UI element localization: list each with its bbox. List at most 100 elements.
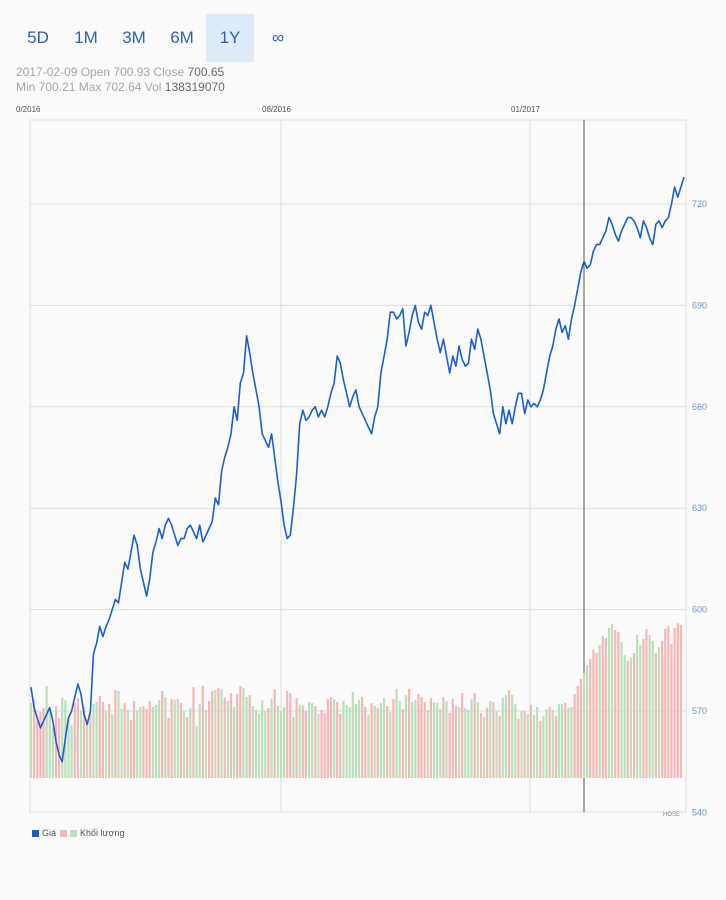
volume-bar bbox=[232, 707, 236, 778]
volume-bar bbox=[33, 700, 36, 778]
volume-bar bbox=[257, 714, 261, 778]
volume-bar bbox=[342, 701, 345, 778]
volume-bar bbox=[76, 698, 79, 778]
volume-bar bbox=[223, 698, 226, 778]
volume-bar bbox=[539, 721, 542, 778]
volume-bar bbox=[326, 699, 329, 778]
volume-bar bbox=[323, 713, 326, 778]
volume-bar bbox=[392, 699, 395, 778]
volume-bar bbox=[236, 694, 239, 778]
legend-volume-label: Khối lượng bbox=[80, 828, 125, 838]
volume-bar bbox=[648, 635, 651, 778]
volume-bar bbox=[529, 705, 532, 778]
volume-bar bbox=[148, 701, 151, 778]
volume-bar bbox=[492, 702, 495, 778]
volume-bar bbox=[673, 628, 676, 778]
volume-bar bbox=[395, 689, 398, 778]
volume-bar bbox=[611, 624, 614, 778]
volume-bar bbox=[320, 710, 323, 778]
volume-bar bbox=[164, 697, 167, 778]
volume-bar bbox=[551, 710, 554, 778]
y-tick-label: 720 bbox=[692, 199, 707, 209]
volume-bar bbox=[629, 658, 632, 778]
volume-bar bbox=[292, 717, 295, 778]
volume-bar bbox=[104, 711, 108, 778]
volume-bar bbox=[398, 701, 401, 778]
volume-bar bbox=[651, 641, 654, 778]
range-5d-button[interactable]: 5D bbox=[27, 28, 49, 47]
volume-bar bbox=[511, 695, 514, 778]
volume-bar bbox=[123, 703, 126, 778]
volume-bar bbox=[548, 707, 551, 778]
volume-bar bbox=[239, 686, 242, 778]
volume-bar bbox=[161, 691, 164, 778]
volume-bar bbox=[101, 702, 104, 778]
volume-bar bbox=[173, 700, 176, 778]
volume-bar bbox=[557, 704, 561, 778]
volume-bar bbox=[201, 686, 204, 778]
volume-bar bbox=[542, 716, 545, 778]
volume-bar bbox=[486, 708, 489, 778]
volume-bar bbox=[83, 707, 86, 778]
volume-bar bbox=[545, 709, 548, 778]
volume-bar bbox=[207, 701, 211, 778]
volume-bar bbox=[507, 690, 511, 778]
volume-bar bbox=[229, 693, 233, 778]
volume-bar bbox=[439, 709, 442, 778]
volume-bar bbox=[39, 712, 42, 778]
volume-bar bbox=[311, 703, 314, 778]
volume-bar bbox=[348, 707, 351, 778]
volume-bar bbox=[95, 702, 98, 778]
volume-bar bbox=[167, 718, 170, 778]
volume-bar bbox=[214, 690, 217, 778]
volume-bar bbox=[204, 710, 208, 778]
legend-price-swatch bbox=[32, 829, 39, 837]
volume-bar bbox=[386, 706, 389, 778]
volume-bar bbox=[192, 687, 195, 778]
price-volume-chart[interactable]: 540 570 600 630 660 690 720 0/2016 08/2016 01/201… bbox=[0, 100, 726, 820]
volume-bar bbox=[279, 711, 283, 778]
volume-bar bbox=[276, 706, 279, 778]
volume-bar bbox=[592, 650, 595, 778]
volume-bar bbox=[289, 693, 292, 778]
volume-bar bbox=[379, 703, 383, 778]
volume-bar bbox=[176, 699, 179, 778]
volume-bar bbox=[282, 707, 286, 778]
volume-bar bbox=[364, 707, 367, 778]
volume-bar bbox=[336, 702, 339, 778]
volume-bar bbox=[479, 713, 483, 778]
volume-bar bbox=[607, 628, 611, 778]
volume-bar bbox=[561, 704, 564, 778]
volume-bar bbox=[501, 698, 504, 778]
volume-bar bbox=[158, 700, 161, 778]
volume-bar bbox=[667, 626, 670, 778]
volume-bar bbox=[476, 702, 479, 778]
volume-bar bbox=[676, 623, 679, 778]
volume-bar bbox=[51, 727, 54, 778]
volume-bar bbox=[367, 715, 370, 778]
volume-bar bbox=[98, 696, 101, 778]
range-1y-button[interactable]: 1Y bbox=[206, 14, 254, 62]
volume-bar bbox=[576, 686, 579, 778]
legend-price-label: Giá bbox=[42, 828, 57, 838]
volume-bar bbox=[448, 713, 451, 778]
volume-bar bbox=[626, 661, 629, 778]
volume-bar bbox=[70, 725, 73, 778]
volume-bar bbox=[86, 720, 89, 778]
range-1m-button[interactable]: 1M bbox=[74, 28, 98, 47]
quote-close-value: 700.65 bbox=[187, 65, 225, 79]
range-3m-button[interactable]: 3M bbox=[122, 28, 146, 47]
x-date-label: 08/2016 bbox=[262, 105, 291, 114]
range-6m-button[interactable]: 6M bbox=[170, 28, 194, 47]
range-all-button[interactable]: ∞ bbox=[271, 28, 285, 47]
volume-bar bbox=[133, 701, 136, 778]
volume-bar bbox=[151, 707, 154, 778]
volume-bar bbox=[661, 641, 664, 778]
volume-bar bbox=[79, 711, 83, 778]
volume-bar bbox=[645, 629, 648, 778]
volume-bar bbox=[532, 715, 536, 778]
volume-bar bbox=[73, 703, 76, 778]
y-tick-label: 690 bbox=[692, 300, 707, 310]
volume-bar bbox=[354, 704, 358, 778]
volume-bar bbox=[570, 707, 573, 778]
